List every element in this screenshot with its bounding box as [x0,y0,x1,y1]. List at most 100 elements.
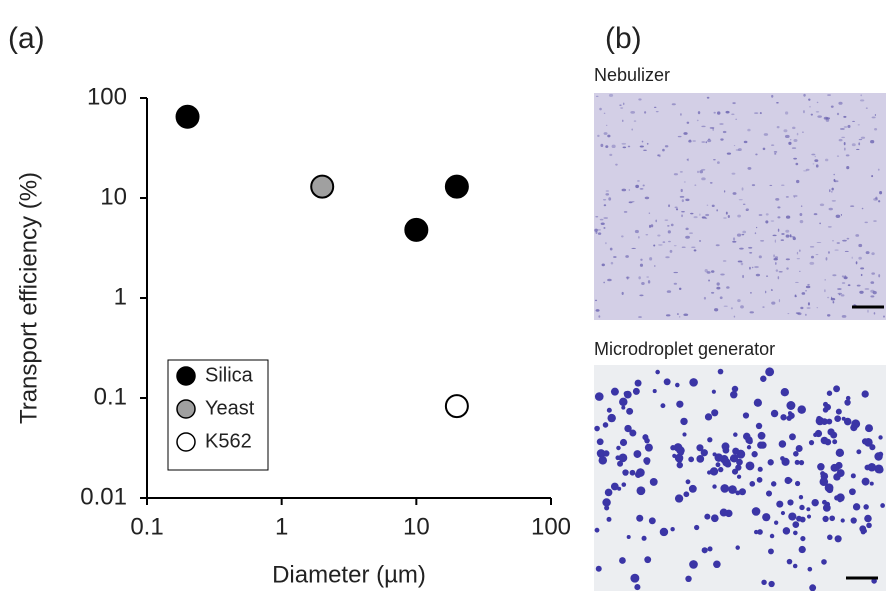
speck [611,144,616,148]
image-title: Microdroplet generator [594,339,775,359]
speck [725,211,728,215]
droplet [786,558,793,565]
droplet [634,584,641,591]
speck [653,244,656,247]
speck [865,107,868,109]
droplet [624,424,632,433]
droplet [755,422,763,430]
speck [735,149,740,151]
speck [662,148,665,152]
speck [841,282,846,284]
droplet [680,417,688,426]
speck [647,280,651,284]
speck [671,103,676,106]
speck [602,199,607,201]
droplet [827,534,833,541]
droplet [696,444,704,452]
speck [603,204,607,207]
speck [825,118,830,122]
y-tick-label: 10 [100,183,127,210]
droplet [820,471,826,477]
speck [679,171,683,173]
speck [678,287,682,291]
droplet [793,451,799,457]
speck [766,275,769,277]
droplet [707,470,712,475]
speck [864,221,868,224]
speck [601,263,605,267]
speck [778,299,781,303]
speck [754,232,757,235]
droplet [850,473,856,479]
droplet [849,488,856,496]
droplet [670,527,675,532]
speck [696,119,699,122]
droplet [820,436,829,445]
image-title: Nebulizer [594,65,670,85]
speck [741,187,744,191]
droplet [655,369,660,375]
speck [758,214,763,216]
speck [750,292,752,294]
droplet [644,443,653,452]
speck [830,105,834,108]
droplet [819,477,829,487]
speck [605,145,609,149]
speck [851,143,856,147]
droplet [756,477,763,483]
droplet [606,516,612,522]
droplet [793,530,798,536]
droplet [827,428,835,436]
speck [786,267,789,270]
droplet [722,458,731,467]
droplet [610,482,619,491]
speck [666,290,672,293]
droplet [606,407,612,413]
droplet [865,424,874,433]
speck [722,130,727,134]
speck [683,313,689,317]
speck [639,294,644,297]
speck [769,184,773,186]
speck [621,235,624,238]
speck [595,216,599,218]
speck [870,295,875,298]
speck [801,131,804,133]
speck [621,188,627,192]
speck [685,235,690,239]
speck [838,138,843,142]
droplet [833,385,841,393]
speck [809,246,815,248]
speck [740,305,744,309]
droplet [856,449,862,455]
speck [691,246,696,248]
panel-label: (a) [8,22,45,55]
speck [785,215,791,219]
speck [871,252,875,256]
speck [827,251,830,254]
speck [745,209,748,211]
droplet [878,435,883,440]
speck [751,266,754,269]
point [175,104,200,129]
droplet [641,535,647,541]
speck [832,240,834,242]
droplet [822,407,829,413]
speck [619,104,622,106]
speck [778,270,783,273]
droplet [594,527,600,533]
speck [705,213,710,217]
droplet [696,455,705,463]
speck [793,138,798,142]
speck [735,118,738,121]
speck [807,302,810,306]
speck [783,129,788,133]
droplet [688,456,695,463]
speck [785,258,790,261]
speck [844,250,849,253]
speck [827,314,831,317]
speck [864,288,870,290]
droplet [794,459,800,465]
droplet [629,429,637,437]
